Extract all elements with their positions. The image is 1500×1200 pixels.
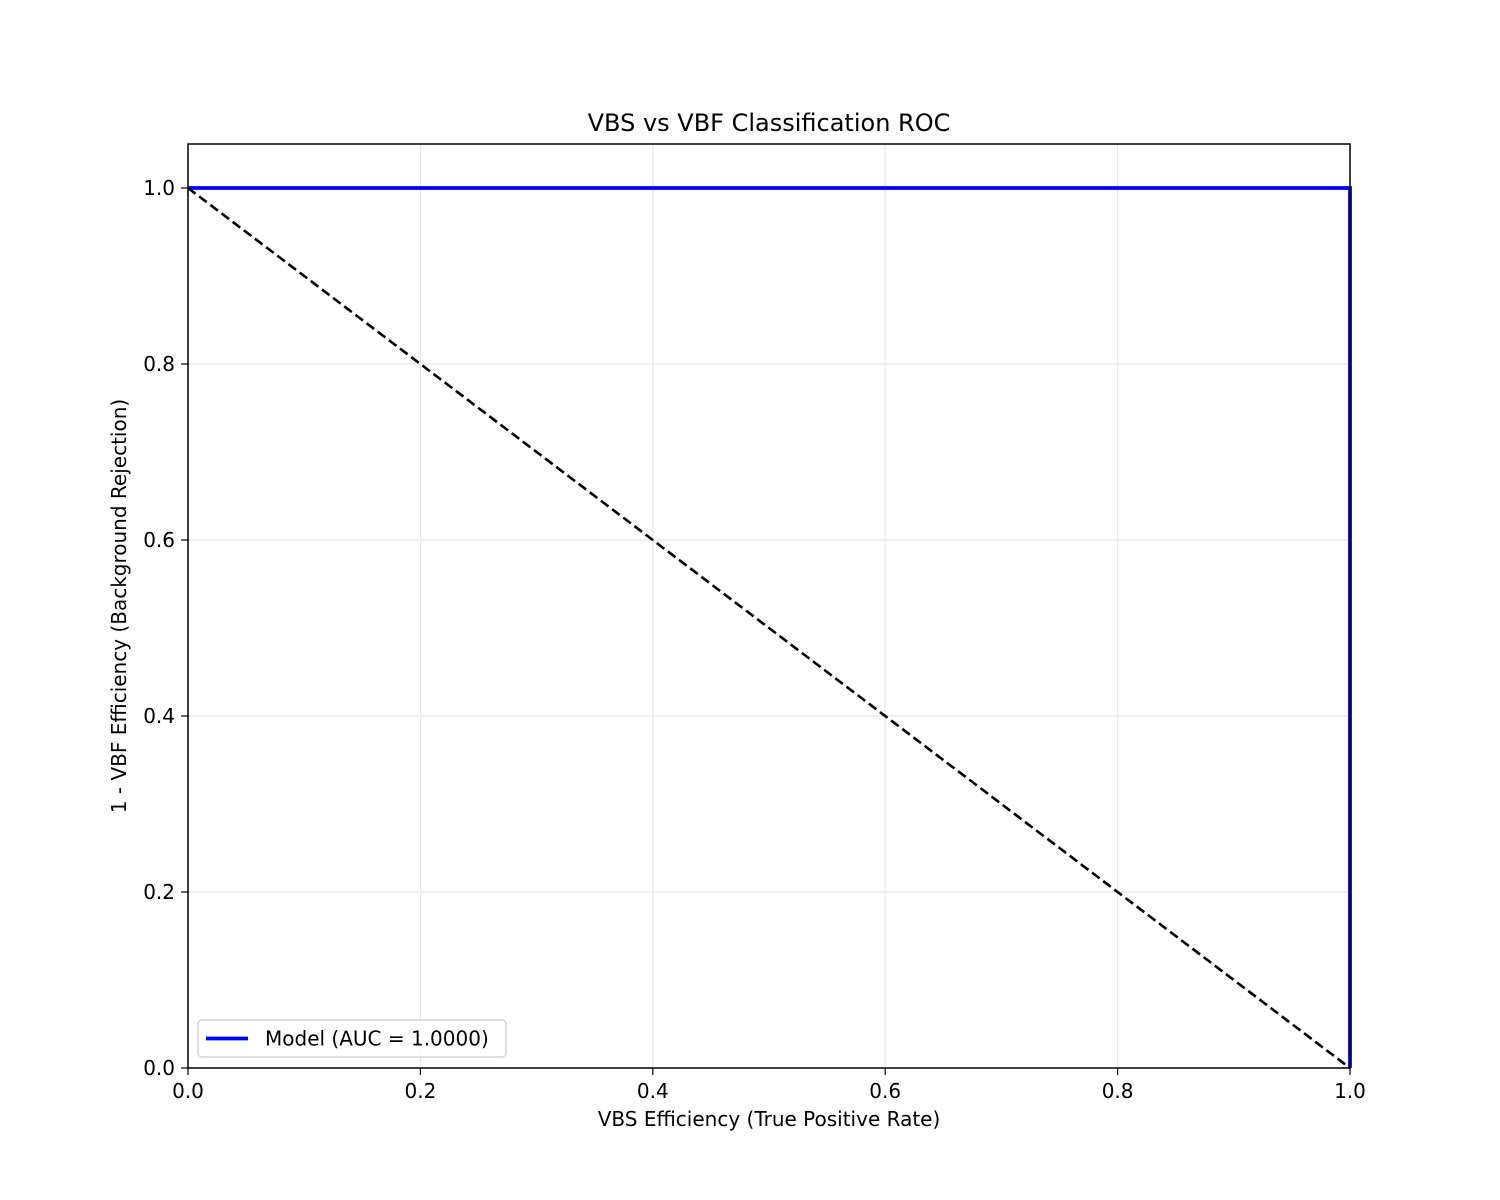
legend: Model (AUC = 1.0000)	[197, 1019, 507, 1058]
ticks: 0.0 0.2 0.4 0.6 0.8 1.0 0.0 0.2 0.4 0.6 0.8 1.0	[143, 176, 1366, 1103]
x-axis-label: VBS Efficiency (True Positive Rate)	[598, 1107, 941, 1131]
grid	[187, 144, 1351, 1069]
y-axis-label: 1 - VBF Efficiency (Background Rejection…	[107, 399, 131, 813]
x-tick-label-2: 0.4	[637, 1079, 669, 1103]
y-tick-label-3: 0.6	[143, 528, 175, 552]
legend-label-0: Model (AUC = 1.0000)	[265, 1027, 489, 1051]
series-layer	[187, 186, 1352, 1070]
legend-box	[197, 1019, 507, 1058]
x-tick-label-4: 0.8	[1102, 1079, 1134, 1103]
x-tick-label-5: 1.0	[1334, 1079, 1366, 1103]
x-tick-label-0: 0.0	[172, 1079, 204, 1103]
y-tick-label-5: 1.0	[143, 176, 175, 200]
chart-title: VBS vs VBF Classification ROC	[588, 109, 951, 137]
x-tick-label-1: 0.2	[404, 1079, 436, 1103]
x-tick-label-3: 0.6	[869, 1079, 901, 1103]
y-tick-label-4: 0.8	[143, 352, 175, 376]
y-tick-label-1: 0.2	[143, 880, 175, 904]
random-classifier-line	[187, 186, 1351, 1070]
y-tick-label-2: 0.4	[143, 704, 175, 728]
axes-frame	[187, 143, 1351, 1069]
y-tick-label-0: 0.0	[143, 1056, 175, 1080]
